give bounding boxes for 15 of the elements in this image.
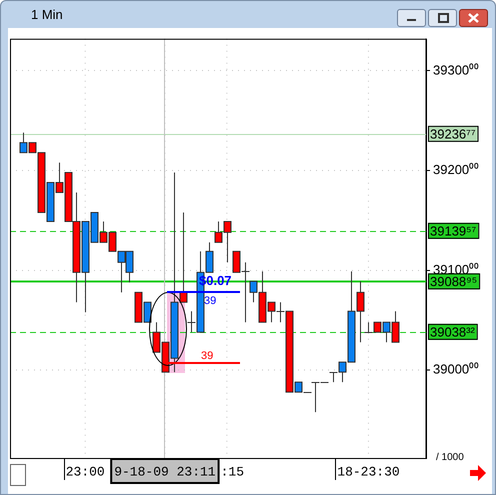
- annotation: 39: [201, 350, 214, 362]
- x-tick-label: 23:00: [66, 464, 105, 480]
- ref-line-label: 39038³²: [430, 324, 476, 340]
- y-tick-label: 39000⁰⁰: [433, 362, 480, 377]
- ref-line-label: 39088⁹⁵: [430, 274, 478, 289]
- x-tick-label: :15: [220, 464, 244, 480]
- y-tick-label: 39300⁰⁰: [433, 62, 480, 78]
- y-tick-label: 39200⁰⁰: [433, 162, 480, 178]
- chart-title: 1 Min: [31, 7, 63, 22]
- x-tick-label: 9-18-09 23:11: [114, 464, 216, 480]
- annotation: 39: [204, 295, 216, 307]
- x-tick-label: 18-23:30: [337, 464, 400, 480]
- ref-line-label: 39236⁷⁷: [430, 126, 476, 142]
- ref-line-label: 39139⁵⁷: [430, 223, 477, 238]
- text: / 1000: [436, 452, 464, 463]
